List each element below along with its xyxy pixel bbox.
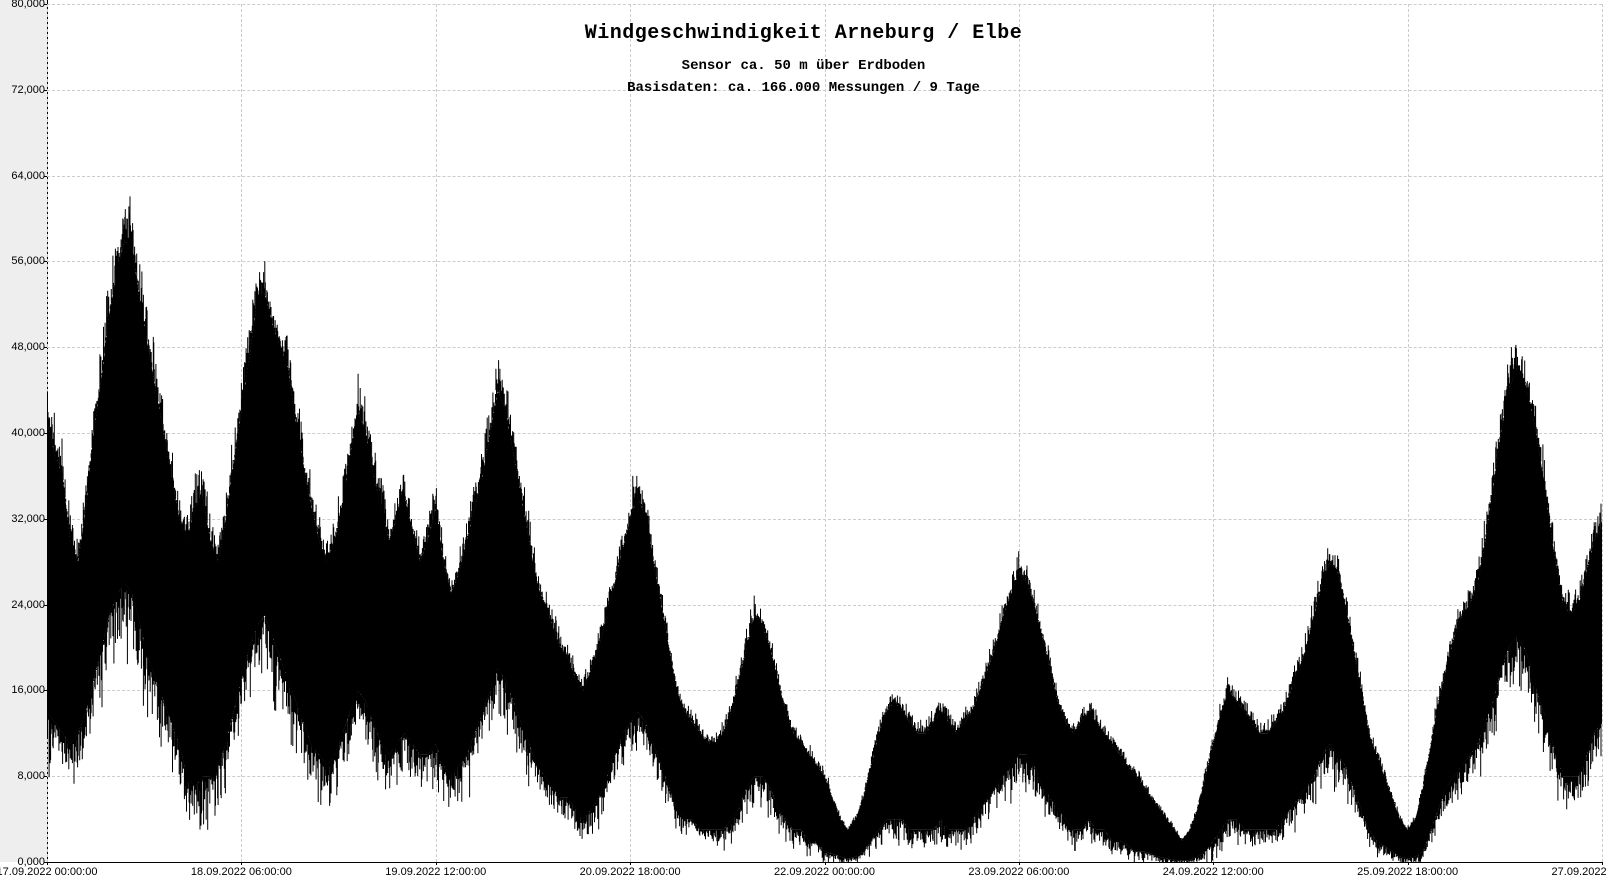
grid-line-v bbox=[1602, 4, 1603, 862]
y-axis-tick bbox=[44, 4, 47, 5]
x-axis-tick bbox=[436, 862, 437, 865]
x-axis-label: 17.09.2022 00:00:00 bbox=[0, 866, 97, 878]
y-axis-label: 32,000 bbox=[3, 513, 45, 525]
x-axis-tick bbox=[47, 862, 48, 865]
x-axis-label: 25.09.2022 18:00:00 bbox=[1357, 866, 1458, 878]
y-axis-label: 16,000 bbox=[3, 684, 45, 696]
y-axis-label: 56,000 bbox=[3, 255, 45, 267]
y-axis-tick bbox=[44, 261, 47, 262]
y-axis-tick bbox=[44, 176, 47, 177]
y-axis-label: 48,000 bbox=[3, 341, 45, 353]
y-axis-tick bbox=[44, 347, 47, 348]
x-axis-tick bbox=[630, 862, 631, 865]
x-axis-label: 22.09.2022 00:00:00 bbox=[774, 866, 875, 878]
y-axis-label: 40,000 bbox=[3, 427, 45, 439]
x-axis-label: 19.09.2022 12:00:00 bbox=[385, 866, 486, 878]
y-axis-label: 80,000 bbox=[3, 0, 45, 10]
chart-container: Windgeschwindigkeit Arneburg / Elbe Sens… bbox=[0, 0, 1607, 883]
y-axis-tick bbox=[44, 605, 47, 606]
chart-title: Windgeschwindigkeit Arneburg / Elbe bbox=[585, 22, 1023, 45]
y-axis-tick bbox=[44, 690, 47, 691]
x-axis-tick bbox=[241, 862, 242, 865]
x-axis-label: 23.09.2022 06:00:00 bbox=[968, 866, 1069, 878]
chart-subtitle-2: Basisdaten: ca. 166.000 Messungen / 9 Ta… bbox=[627, 80, 980, 96]
x-axis-tick bbox=[1019, 862, 1020, 865]
y-axis-tick bbox=[44, 519, 47, 520]
x-axis-tick bbox=[825, 862, 826, 865]
x-axis-label: 27.09.2022 00:00:00 bbox=[1552, 866, 1607, 878]
y-axis-tick bbox=[44, 433, 47, 434]
chart-subtitle-1: Sensor ca. 50 m über Erdboden bbox=[682, 58, 926, 74]
x-axis-label: 24.09.2022 12:00:00 bbox=[1163, 866, 1264, 878]
x-axis-tick bbox=[1602, 862, 1603, 865]
x-axis-tick bbox=[1408, 862, 1409, 865]
y-axis-label: 64,000 bbox=[3, 170, 45, 182]
y-axis-label: 72,000 bbox=[3, 84, 45, 96]
data-series-svg bbox=[47, 4, 1602, 862]
x-axis-label: 18.09.2022 06:00:00 bbox=[191, 866, 292, 878]
y-axis-label: 8,000 bbox=[3, 770, 45, 782]
y-axis-tick bbox=[44, 90, 47, 91]
x-axis-tick bbox=[1213, 862, 1214, 865]
y-axis-label: 24,000 bbox=[3, 599, 45, 611]
y-axis-tick bbox=[44, 776, 47, 777]
x-axis-label: 20.09.2022 18:00:00 bbox=[580, 866, 681, 878]
